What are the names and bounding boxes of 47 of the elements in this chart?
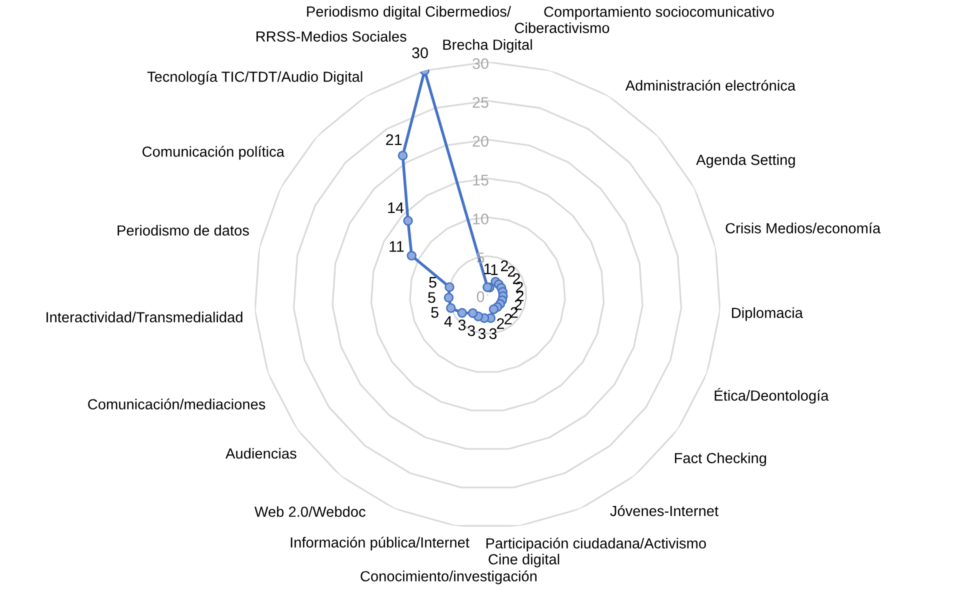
spoke-label: Brecha Digital	[443, 39, 532, 53]
spoke-label: Conocimiento/investigación	[360, 570, 537, 584]
data-label: 2	[504, 314, 512, 324]
data-label: 5	[428, 292, 436, 303]
spoke-label: Interactividad/Transmedialidad	[46, 312, 242, 322]
data-label: 21	[386, 134, 402, 145]
spoke-label: Audiencias	[226, 448, 296, 459]
data-label: 5	[429, 277, 436, 288]
spoke-label: Administración electrónica	[625, 80, 796, 91]
spoke-label: Comunicación política	[142, 146, 284, 160]
spoke-label: Comunicación/mediaciones	[88, 398, 266, 410]
spoke-label: Agenda Setting	[696, 154, 795, 168]
y-tick-label: 20	[472, 136, 488, 147]
spoke-label: Comportamiento sociocomunicativo	[544, 6, 774, 20]
spoke-label: Tecnología TIC/TDT/Audio Digital	[147, 71, 362, 85]
data-label: 2	[497, 318, 504, 329]
y-tick-label: 0	[476, 291, 484, 302]
data-label: 4	[444, 316, 452, 327]
y-tick-label: 30	[472, 58, 488, 70]
data-label: 2	[508, 266, 515, 277]
spoke-label: Ciberactivismo	[514, 22, 610, 34]
spoke-label: Crisis Medios/economía	[726, 222, 881, 234]
spoke-label: Periodismo digital Cibermedios/	[307, 6, 511, 20]
data-label: 1	[484, 264, 492, 274]
spoke-label: Web 2.0/Webdoc	[254, 506, 366, 517]
spoke-label: RRSS-Medios Sociales	[256, 30, 406, 42]
data-label: 1	[491, 264, 498, 276]
y-tick-label: 25	[472, 97, 488, 108]
spoke-label: Jóvenes-Internet	[610, 505, 718, 516]
data-label: 5	[431, 307, 438, 318]
data-label: 3	[468, 325, 475, 336]
spoke-label: Fact Checking	[674, 452, 766, 466]
data-label: 14	[388, 202, 404, 214]
y-tick-label: 10	[473, 214, 488, 224]
data-label: 30	[412, 47, 428, 58]
spoke-label: Periodismo de datos	[118, 224, 249, 236]
data-label: 3	[489, 328, 497, 340]
data-label: 2	[500, 260, 508, 272]
spoke-label: Diplomacia	[732, 307, 803, 321]
spoke-label: Cine digital	[488, 554, 560, 568]
data-label: 11	[390, 241, 404, 252]
spoke-label: Participación ciudadana/Activismo	[486, 538, 706, 552]
spoke-label: Información pública/Internet	[290, 536, 470, 550]
spoke-label: Ética/Deontología	[714, 388, 829, 404]
y-tick-label: 15	[473, 174, 488, 186]
data-label: 3	[458, 320, 466, 330]
data-label: 3	[478, 328, 486, 340]
